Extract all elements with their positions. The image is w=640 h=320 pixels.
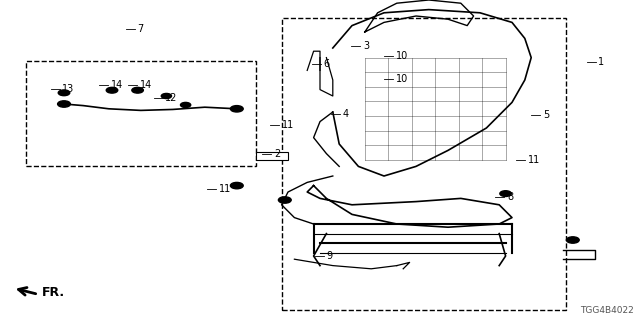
Text: FR.: FR. (42, 286, 65, 299)
Circle shape (106, 87, 118, 93)
Circle shape (566, 237, 579, 243)
Text: 11: 11 (282, 120, 294, 130)
Text: 8: 8 (507, 192, 513, 202)
Text: TGG4B4022: TGG4B4022 (580, 306, 634, 315)
Text: 5: 5 (543, 110, 549, 120)
Text: 11: 11 (219, 184, 231, 194)
Text: 10: 10 (396, 51, 408, 61)
Text: 10: 10 (396, 74, 408, 84)
Text: 7: 7 (138, 24, 144, 34)
Bar (282, 18, 566, 310)
Circle shape (180, 102, 191, 108)
Circle shape (278, 197, 291, 203)
Text: 9: 9 (326, 251, 333, 261)
Text: 12: 12 (165, 92, 177, 103)
Text: 2: 2 (274, 148, 280, 159)
Circle shape (230, 106, 243, 112)
Bar (256, 152, 288, 160)
Circle shape (58, 90, 70, 96)
Text: 6: 6 (323, 59, 330, 69)
Text: 14: 14 (111, 80, 123, 90)
Circle shape (161, 93, 172, 99)
Circle shape (230, 182, 243, 189)
Text: 1: 1 (598, 57, 605, 68)
Text: 11: 11 (528, 155, 540, 165)
Circle shape (58, 101, 70, 107)
Circle shape (132, 87, 143, 93)
Text: 4: 4 (342, 108, 349, 119)
Text: 3: 3 (363, 41, 369, 52)
Text: 14: 14 (140, 80, 152, 90)
Circle shape (500, 191, 511, 196)
Text: 13: 13 (62, 84, 74, 94)
Bar (26, 61, 256, 166)
